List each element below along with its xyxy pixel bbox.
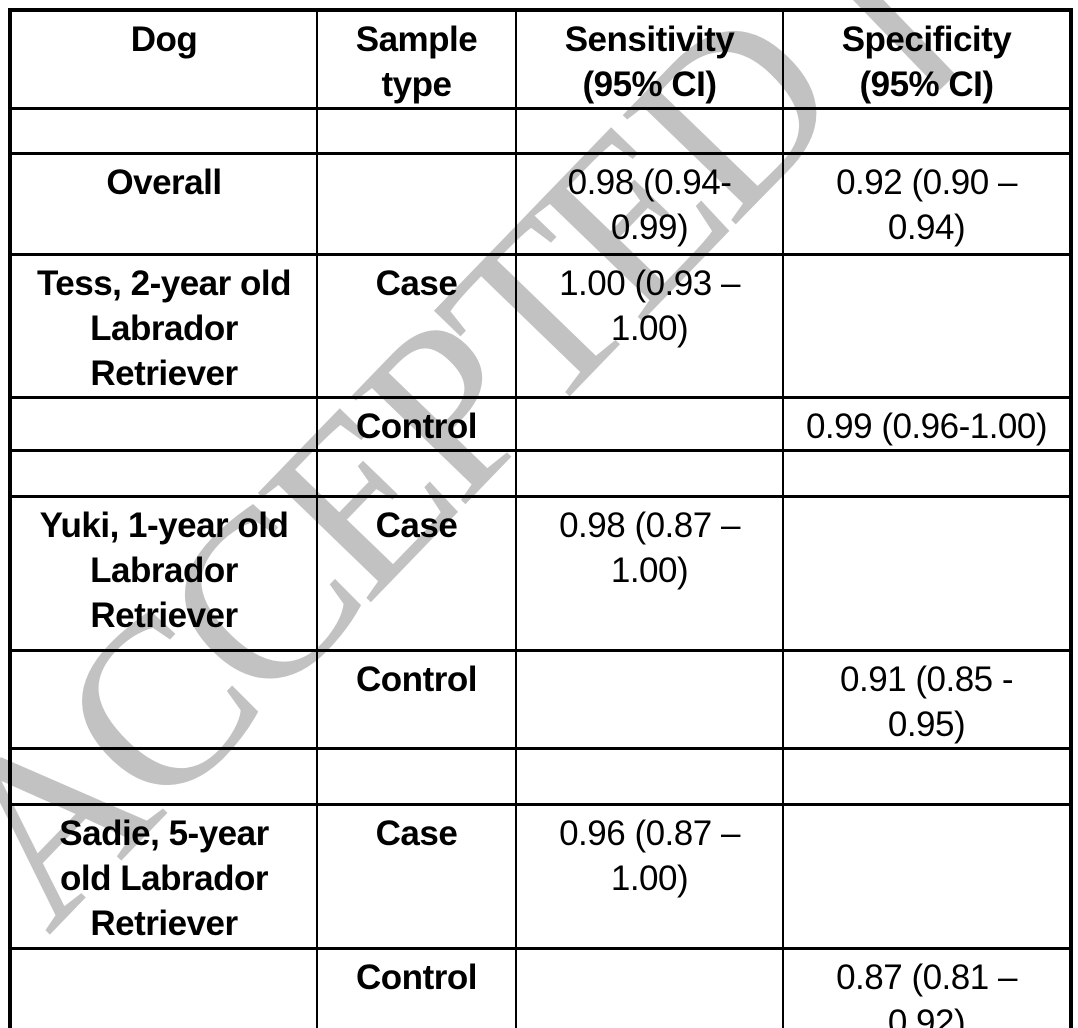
table-row-6: Control 0.91 (0.85 - 0.95) [9,649,1072,750]
table-row-5: Yuki, 1-year old Labrador Retriever Case 0… [9,495,1072,652]
specificity-cell: 0.99 (0.96-1.00) [782,396,1072,452]
sample-type-cell [316,152,517,256]
specificity-cell [782,449,1072,498]
table-header-row: Dog Sample type Sensitivity (95% CI) Specif… [9,8,1072,110]
table-row-7 [9,747,1072,806]
specificity-cell [782,803,1072,950]
specificity-cell [782,747,1072,806]
table-row-8: Sadie, 5-year old Labrador Retriever Case… [9,803,1072,950]
header-cell-sample-type: Sample type [316,8,517,110]
sensitivity-cell [515,649,784,750]
header-cell-dog: Dog [9,8,318,110]
dog-cell [9,747,318,806]
sample-type-cell [316,449,517,498]
header-cell-specificity: Specificity (95% CI) [782,8,1072,110]
specificity-cell: 0.87 (0.81 – 0.92) [782,947,1072,1028]
sample-type-cell [316,747,517,806]
table-row-0 [9,107,1072,155]
specificity-cell: 0.91 (0.85 - 0.95) [782,649,1072,750]
specificity-cell [782,495,1072,652]
specificity-cell [782,253,1072,399]
sensitivity-cell: 0.96 (0.87 – 1.00) [515,803,784,950]
sensitivity-cell [515,449,784,498]
dog-cell [9,449,318,498]
dog-cell: Overall [9,152,318,256]
sensitivity-cell [515,947,784,1028]
sensitivity-cell: 0.98 (0.94- 0.99) [515,152,784,256]
dog-cell [9,396,318,452]
sensitivity-cell: 1.00 (0.93 – 1.00) [515,253,784,399]
sample-type-cell: Case [316,495,517,652]
table-head: Dog Sample type Sensitivity (95% CI) Specif… [9,8,1072,110]
sample-type-cell [316,107,517,155]
sensitivity-cell: 0.98 (0.87 – 1.00) [515,495,784,652]
sensitivity-cell [515,396,784,452]
table-row-3: Control 0.99 (0.96-1.00) [9,396,1072,452]
table-row-9: Control 0.87 (0.81 – 0.92) [9,947,1072,1028]
sample-type-cell: Case [316,803,517,950]
dog-cell: Tess, 2-year old Labrador Retriever [9,253,318,399]
dog-cell [9,947,318,1028]
dog-cell: Sadie, 5-year old Labrador Retriever [9,803,318,950]
specificity-cell: 0.92 (0.90 – 0.94) [782,152,1072,256]
dog-cell [9,649,318,750]
table-body: Overall 0.98 (0.94- 0.99) 0.92 (0.90 – 0.9… [9,107,1072,1028]
table-row-2: Tess, 2-year old Labrador Retriever Case 1… [9,253,1072,399]
header-cell-sensitivity: Sensitivity (95% CI) [515,8,784,110]
sensitivity-cell [515,747,784,806]
dog-cell: Yuki, 1-year old Labrador Retriever [9,495,318,652]
table-row-1: Overall 0.98 (0.94- 0.99) 0.92 (0.90 – 0.9… [9,152,1072,256]
results-table: Dog Sample type Sensitivity (95% CI) Specif… [8,8,1073,1028]
sample-type-cell: Case [316,253,517,399]
sample-type-cell: Control [316,649,517,750]
sample-type-cell: Control [316,947,517,1028]
dog-cell [9,107,318,155]
specificity-cell [782,107,1072,155]
sample-type-cell: Control [316,396,517,452]
sensitivity-cell [515,107,784,155]
table-row-4 [9,449,1072,498]
